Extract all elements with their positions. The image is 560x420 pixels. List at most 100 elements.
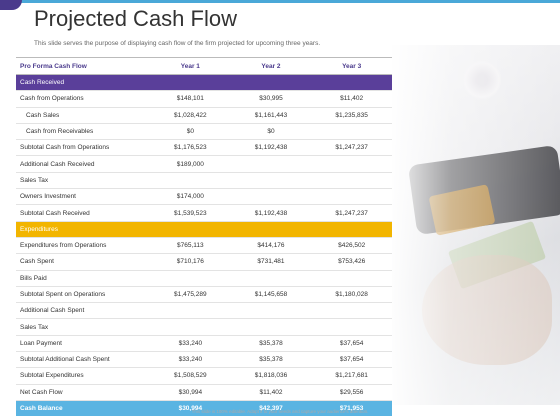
cell-year3: $29,556 bbox=[311, 384, 392, 401]
table-row: Bills Paid bbox=[16, 270, 392, 287]
cell-year3 bbox=[311, 302, 392, 320]
cell-year3: $753,426 bbox=[311, 253, 392, 271]
cell-year2 bbox=[230, 172, 312, 190]
header-cell: Year 1 bbox=[150, 57, 231, 75]
row-label: Subtotal Spent on Operations bbox=[16, 286, 150, 304]
table-row: Additional Cash Spent bbox=[16, 302, 392, 320]
cell-year2: $1,818,036 bbox=[230, 367, 312, 385]
cell-year2: $1,192,438 bbox=[230, 139, 312, 157]
cell-year1: $1,475,289 bbox=[150, 286, 231, 304]
header-cell: Pro Forma Cash Flow bbox=[16, 57, 150, 75]
cell-year1: $1,539,523 bbox=[150, 204, 231, 222]
row-label: Additional Cash Spent bbox=[16, 302, 150, 320]
cell-year2: $30,995 bbox=[230, 90, 312, 108]
row-label: Bills Paid bbox=[16, 270, 150, 287]
corner-decoration bbox=[0, 0, 22, 10]
cell-year2 bbox=[230, 270, 312, 287]
row-label: Net Cash Flow bbox=[16, 384, 150, 401]
table-row: Subtotal Cash from Operations $1,176,523… bbox=[16, 139, 392, 157]
table-row: Net Cash Flow $30,994 $11,402 $29,556 bbox=[16, 384, 392, 401]
cell-year2: $11,402 bbox=[230, 384, 312, 401]
cell-year2: $1,161,443 bbox=[230, 107, 312, 124]
table-header-row: Pro Forma Cash Flow Year 1 Year 2 Year 3 bbox=[16, 57, 392, 75]
row-label: Cash Received bbox=[16, 74, 150, 92]
cell-year3: $1,247,237 bbox=[311, 139, 392, 157]
cell-year2: $731,481 bbox=[230, 253, 312, 271]
table-row: Subtotal Additional Cash Spent $33,240 $… bbox=[16, 351, 392, 369]
cell-year2: $42,397 bbox=[230, 400, 312, 417]
cell-year3 bbox=[311, 123, 392, 141]
row-label: Owners Investment bbox=[16, 188, 150, 206]
section-header-row: Cash Received bbox=[16, 74, 392, 92]
cell-year2 bbox=[230, 221, 312, 238]
background-photo bbox=[392, 45, 560, 405]
cell-year2 bbox=[230, 318, 312, 336]
cell-year1 bbox=[150, 172, 231, 190]
row-label: Cash Spent bbox=[16, 253, 150, 271]
table-row: Sales Tax bbox=[16, 172, 392, 190]
cell-year1: $30,994 bbox=[150, 384, 231, 401]
row-label: Cash Sales bbox=[16, 107, 150, 124]
cell-year1 bbox=[150, 221, 231, 238]
table-row: Owners Investment $174,000 bbox=[16, 188, 392, 206]
cell-year1: $33,240 bbox=[150, 351, 231, 369]
cell-year1: $710,176 bbox=[150, 253, 231, 271]
cell-year2 bbox=[230, 188, 312, 206]
cell-year3: $1,180,028 bbox=[311, 286, 392, 304]
cell-year3: $37,654 bbox=[311, 335, 392, 353]
cell-year2 bbox=[230, 155, 312, 173]
cell-year2 bbox=[230, 302, 312, 320]
table-row: Subtotal Cash Received $1,539,523 $1,192… bbox=[16, 204, 392, 222]
row-label: Loan Payment bbox=[16, 335, 150, 353]
cell-year3: $1,235,835 bbox=[311, 107, 392, 124]
row-label: Expenditures from Operations bbox=[16, 237, 150, 255]
total-row: Cash Balance $30,994 $42,397 $71,953 bbox=[16, 400, 392, 417]
header-cell: Year 3 bbox=[311, 57, 392, 75]
row-label: Sales Tax bbox=[16, 172, 150, 190]
cell-year1: $1,508,529 bbox=[150, 367, 231, 385]
row-label: Subtotal Cash Received bbox=[16, 204, 150, 222]
cell-year3: $11,402 bbox=[311, 90, 392, 108]
cell-year3 bbox=[311, 172, 392, 190]
cell-year1 bbox=[150, 318, 231, 336]
footer-note: This slide is 100% editable. Adapt it to… bbox=[191, 409, 369, 414]
cell-year1: $189,000 bbox=[150, 155, 231, 173]
cell-year1: $148,101 bbox=[150, 90, 231, 108]
row-label: Expenditures bbox=[16, 221, 150, 238]
table-row: Subtotal Expenditures $1,508,529 $1,818,… bbox=[16, 367, 392, 385]
row-label: Cash from Operations bbox=[16, 90, 150, 108]
cell-year2: $1,192,438 bbox=[230, 204, 312, 222]
cell-year1: $765,113 bbox=[150, 237, 231, 255]
cell-year1 bbox=[150, 74, 231, 92]
cell-year3 bbox=[311, 155, 392, 173]
row-label: Subtotal Additional Cash Spent bbox=[16, 351, 150, 369]
table-row: Loan Payment $33,240 $35,378 $37,654 bbox=[16, 335, 392, 353]
cash-flow-table: Pro Forma Cash Flow Year 1 Year 2 Year 3… bbox=[16, 57, 392, 417]
cell-year3 bbox=[311, 221, 392, 238]
cell-year2: $414,176 bbox=[230, 237, 312, 255]
section-header-row: Expenditures bbox=[16, 221, 392, 238]
cell-year1: $30,994 bbox=[150, 400, 231, 417]
cell-year3: $1,247,237 bbox=[311, 204, 392, 222]
top-accent-bar bbox=[0, 0, 560, 3]
cell-year3 bbox=[311, 318, 392, 336]
cell-year3: $71,953 bbox=[311, 400, 392, 417]
cell-year1 bbox=[150, 270, 231, 287]
cell-year2: $0 bbox=[230, 123, 312, 141]
cell-year2: $35,378 bbox=[230, 335, 312, 353]
table-row: Cash from Operations $148,101 $30,995 $1… bbox=[16, 90, 392, 108]
cell-year1: $33,240 bbox=[150, 335, 231, 353]
table-row: Cash Sales $1,028,422 $1,161,443 $1,235,… bbox=[16, 107, 392, 124]
row-label: Sales Tax bbox=[16, 318, 150, 336]
cell-year3 bbox=[311, 270, 392, 287]
row-label: Subtotal Cash from Operations bbox=[16, 139, 150, 157]
row-label: Subtotal Expenditures bbox=[16, 367, 150, 385]
table-row: Additional Cash Received $189,000 bbox=[16, 155, 392, 173]
cell-year2: $35,378 bbox=[230, 351, 312, 369]
cell-year3: $1,217,681 bbox=[311, 367, 392, 385]
row-label: Cash Balance bbox=[16, 400, 150, 417]
table-row: Sales Tax bbox=[16, 318, 392, 336]
cell-year2 bbox=[230, 74, 312, 92]
header-cell: Year 2 bbox=[230, 57, 312, 75]
row-label: Additional Cash Received bbox=[16, 155, 150, 173]
